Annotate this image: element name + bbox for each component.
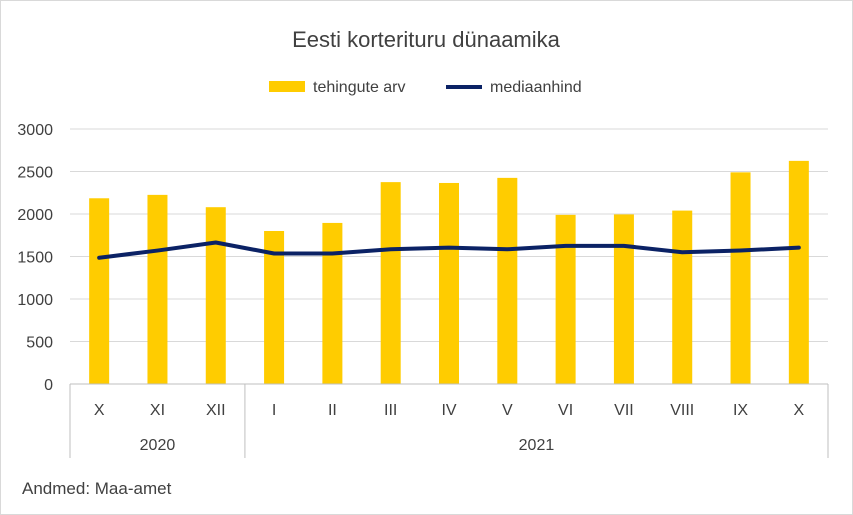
bar-tehingute-arv [439, 182, 459, 384]
y-tick-label: 3000 [17, 122, 53, 139]
bar-tehingute-arv [147, 194, 168, 384]
bar-tehingute-arv [730, 172, 751, 384]
y-tick-label: 0 [44, 377, 53, 394]
bar-tehingute-arv [89, 198, 110, 384]
y-tick-label: 500 [26, 335, 53, 352]
x-tick-label: VI [558, 402, 573, 419]
bar-tehingute-arv [613, 214, 634, 384]
y-axis-ticks: 0 500 1000 1500 2000 2500 3000 [17, 122, 53, 394]
x-tick-label: V [502, 402, 513, 419]
x-tick-label: III [384, 402, 397, 419]
bar-tehingute-arv [264, 231, 285, 384]
x-tick-label: XII [206, 402, 226, 419]
bar-tehingute-arv [672, 210, 693, 384]
x-tick-label: IV [441, 402, 456, 419]
source-note: Andmed: Maa-amet [22, 479, 172, 498]
bar-series [89, 160, 809, 384]
x-tick-label: XI [150, 402, 165, 419]
line-series [97, 240, 801, 260]
x-tick-label: X [94, 402, 105, 419]
x-group-label: 2021 [519, 437, 555, 454]
chart-title: Eesti korterituru dünaamika [292, 27, 561, 52]
legend-label-tehingute-arv: tehingute arv [313, 79, 406, 96]
x-tick-label: I [272, 402, 276, 419]
legend: tehingute arv mediaanhind [269, 79, 582, 96]
x-tick-label: IX [733, 402, 748, 419]
y-tick-label: 2500 [17, 165, 53, 182]
x-tick-label: II [328, 402, 337, 419]
bar-tehingute-arv [380, 182, 401, 384]
bar-tehingute-arv [322, 222, 343, 384]
bar-tehingute-arv [788, 160, 809, 384]
y-tick-label: 1500 [17, 250, 53, 267]
x-tick-label: X [794, 402, 805, 419]
legend-label-mediaanhind: mediaanhind [490, 79, 582, 96]
x-tick-label: VIII [670, 402, 694, 419]
bar-tehingute-arv [497, 177, 518, 384]
bar-tehingute-arv [205, 207, 226, 384]
bar-tehingute-arv [555, 214, 576, 384]
y-tick-label: 1000 [17, 292, 53, 309]
x-tick-label: VII [614, 402, 634, 419]
y-tick-label: 2000 [17, 207, 53, 224]
x-group-label: 2020 [140, 437, 176, 454]
legend-swatch-tehingute-arv [269, 81, 305, 92]
